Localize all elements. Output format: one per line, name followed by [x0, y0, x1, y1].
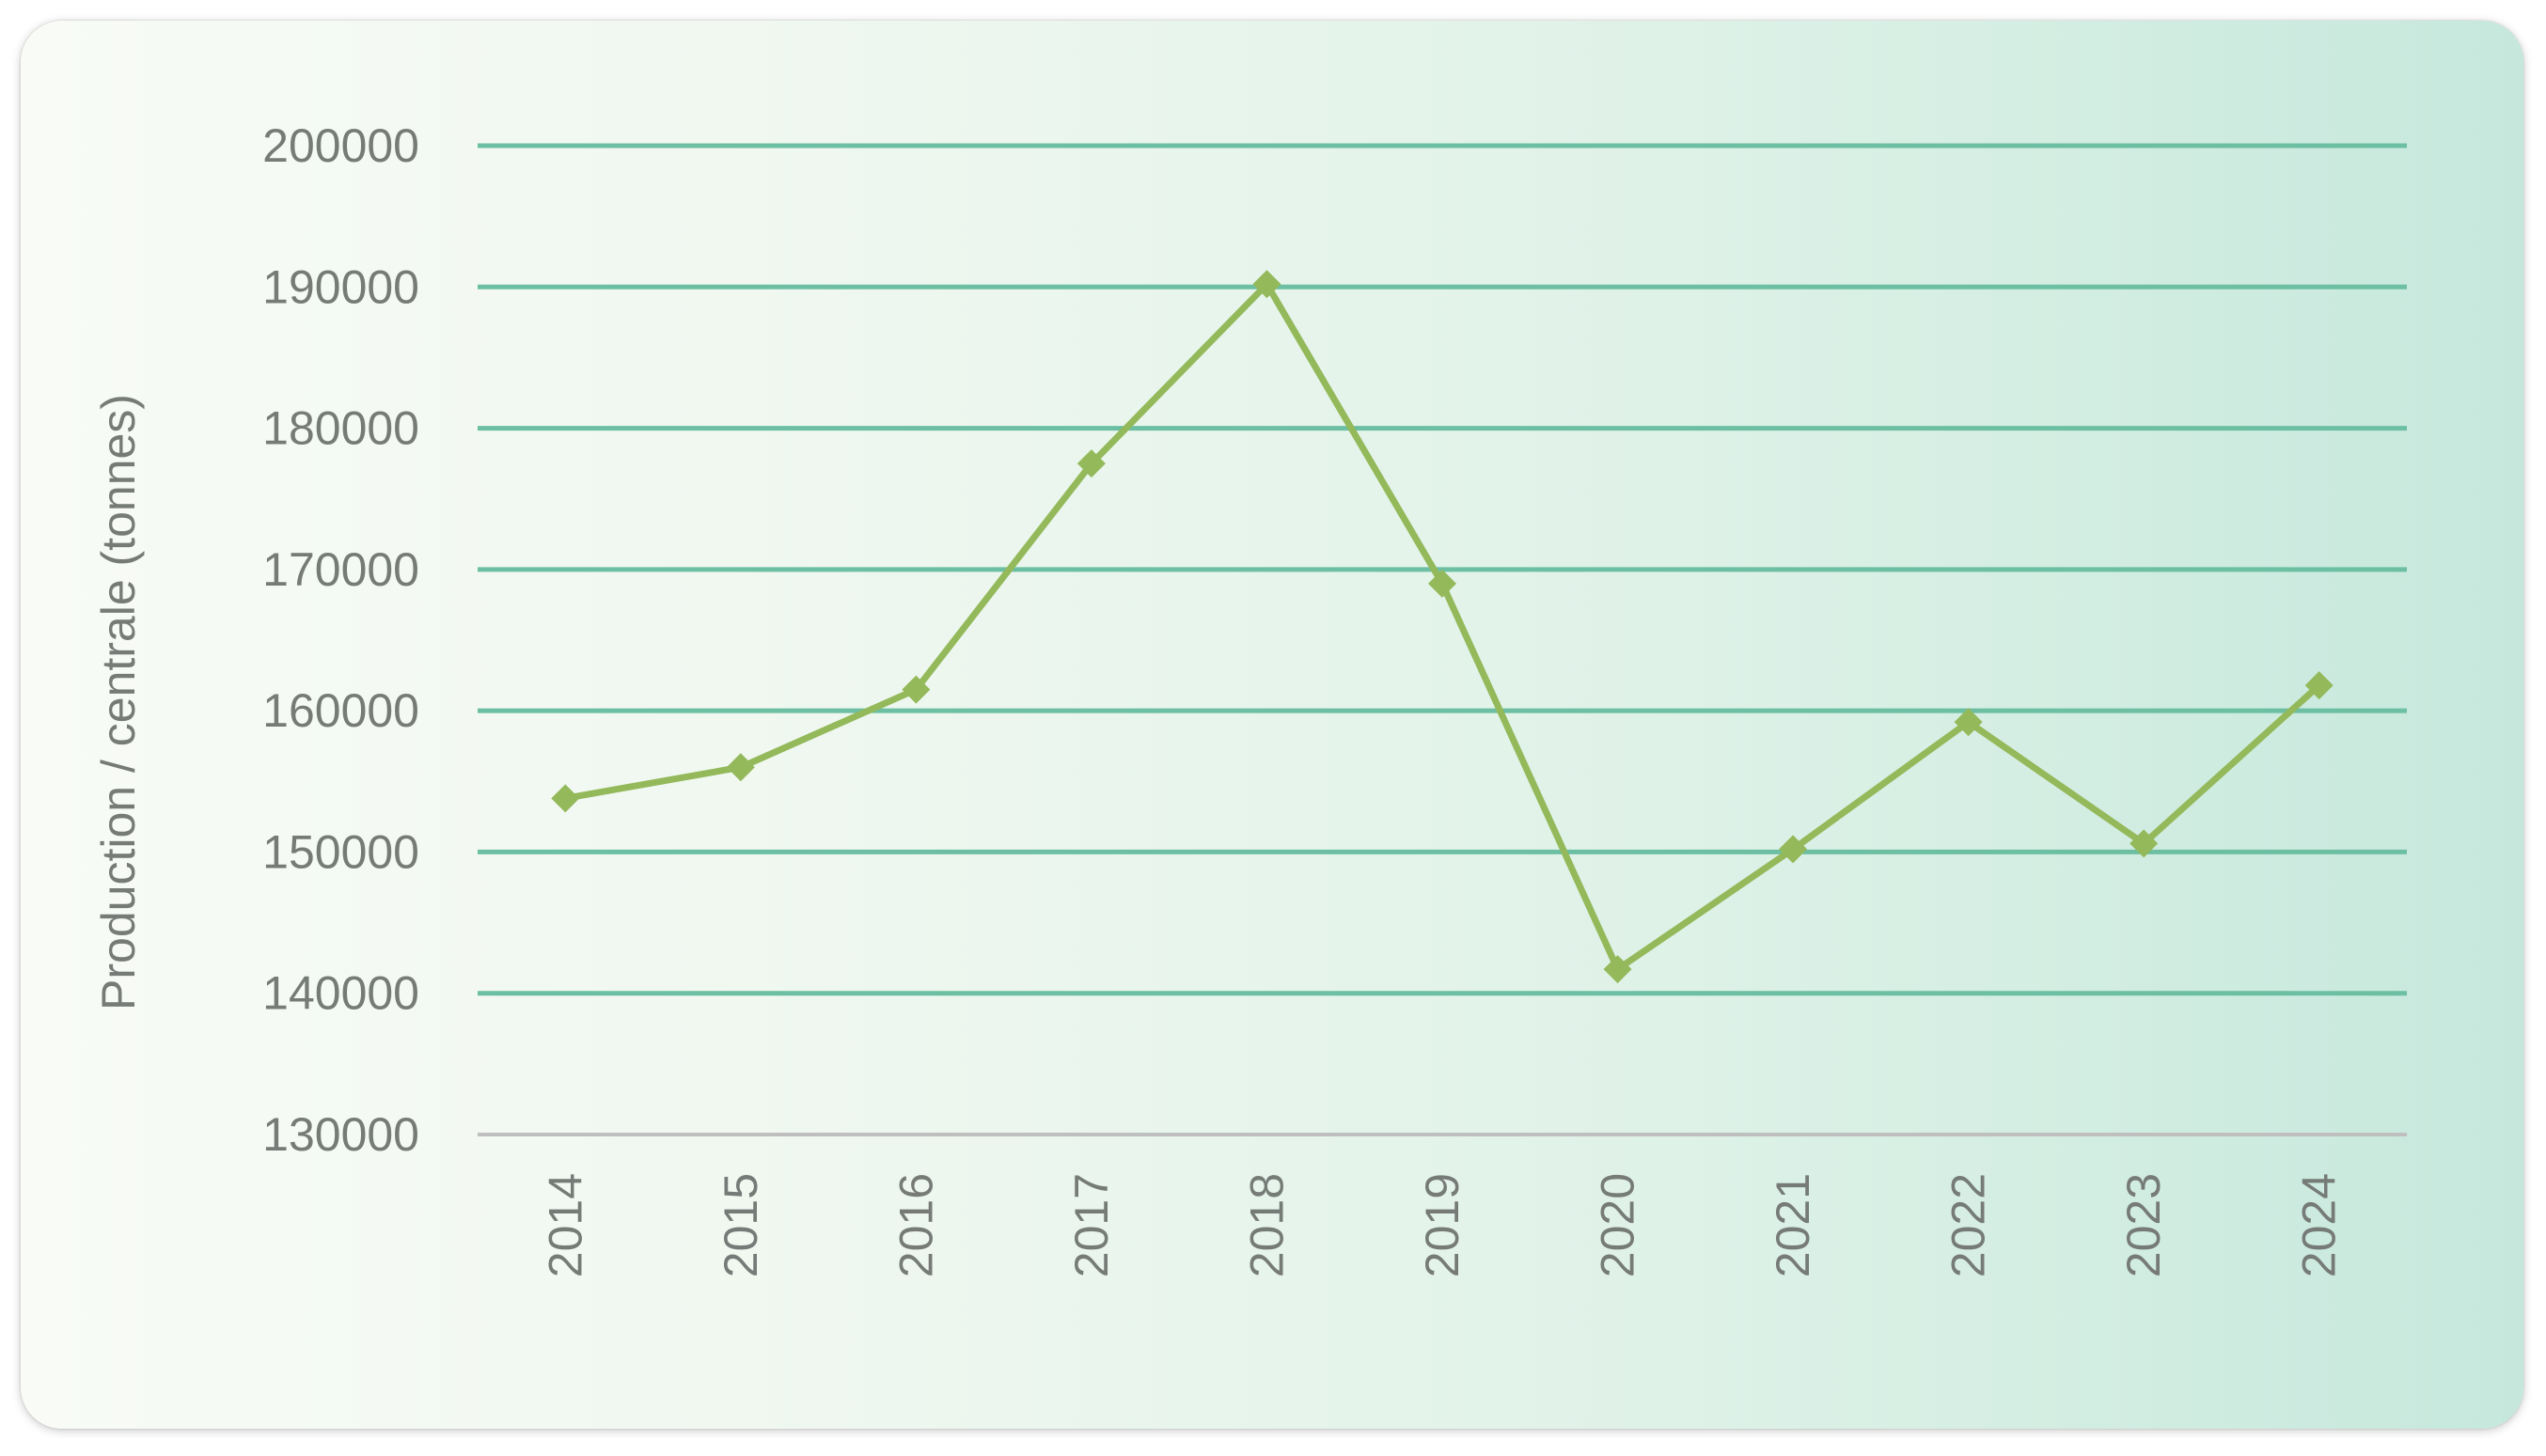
data-point-marker — [1252, 270, 1281, 299]
x-tick-label: 2024 — [2293, 1173, 2346, 1277]
data-point-marker — [1428, 569, 1456, 598]
data-point-marker — [551, 784, 580, 813]
x-tick-label: 2016 — [889, 1173, 942, 1277]
data-point-marker — [1603, 955, 1632, 984]
x-tick-label: 2017 — [1065, 1173, 1118, 1277]
series-group — [551, 270, 2334, 984]
x-tick-label: 2014 — [539, 1173, 591, 1277]
data-point-marker — [1077, 449, 1106, 478]
gridlines — [478, 143, 2407, 1136]
chart-card — [21, 21, 2523, 1429]
y-tick-label: 170000 — [262, 543, 419, 596]
y-tick-label: 140000 — [262, 967, 419, 1020]
x-tick-label: 2020 — [1592, 1173, 1644, 1277]
y-tick-label: 200000 — [262, 119, 419, 172]
x-axis-ticks: 2014 2015 2016 2017 2018 2019 2020 2021 2022 2023… — [539, 1173, 2345, 1277]
x-tick-label: 2018 — [1240, 1173, 1293, 1277]
x-tick-label: 2015 — [715, 1173, 767, 1277]
data-point-marker — [1779, 835, 1808, 864]
y-tick-label: 180000 — [262, 402, 419, 455]
x-tick-label: 2019 — [1416, 1173, 1469, 1277]
series-line — [561, 280, 2323, 973]
x-tick-label: 2023 — [2117, 1173, 2170, 1277]
y-axis-label: Production / centrale (tonnes) — [92, 394, 145, 1010]
data-point-marker — [2304, 671, 2334, 700]
y-axis-ticks: 130000 140000 150000 160000 170000 180000 1900… — [262, 119, 419, 1161]
x-tick-label: 2022 — [1942, 1173, 1995, 1277]
y-tick-label: 160000 — [262, 684, 419, 737]
x-tick-label: 2021 — [1767, 1173, 1819, 1277]
data-point-marker — [902, 675, 931, 704]
data-point-marker — [1954, 708, 1983, 737]
data-point-marker — [726, 753, 755, 782]
data-point-marker — [2130, 829, 2159, 858]
y-tick-label: 150000 — [262, 825, 419, 878]
y-tick-label: 130000 — [262, 1108, 419, 1161]
y-tick-label: 190000 — [262, 260, 419, 313]
